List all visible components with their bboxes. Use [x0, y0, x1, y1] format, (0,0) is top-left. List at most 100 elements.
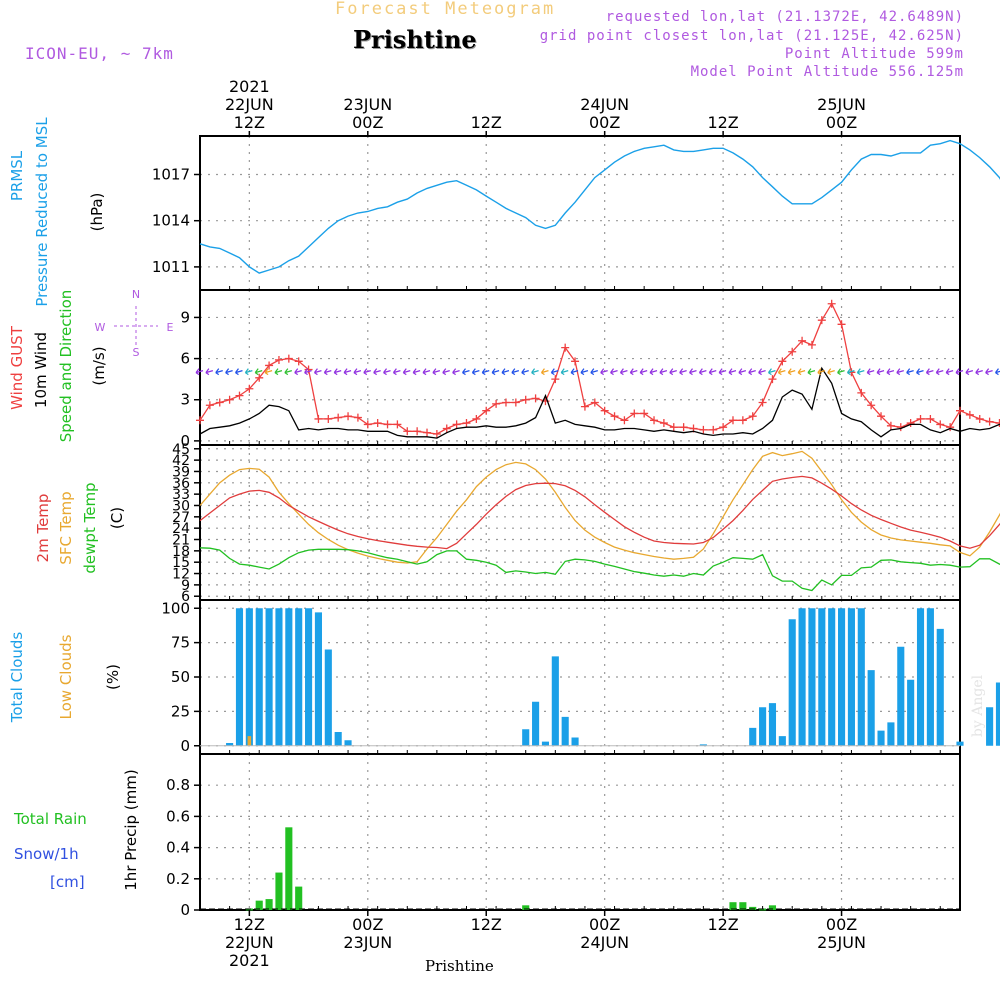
- rain-bar: [255, 900, 263, 910]
- wind-direction-arrow: [313, 368, 322, 376]
- total-cloud-bar: [305, 608, 313, 746]
- total-cloud-bar: [887, 722, 895, 746]
- gust-marker: [255, 373, 264, 382]
- gust-marker: [630, 409, 639, 418]
- gust-marker: [413, 427, 422, 436]
- wind-direction-arrow: [402, 368, 411, 376]
- temp2m-line: [199, 475, 1000, 550]
- wind-direction-arrow: [886, 368, 895, 376]
- bottom-time-label: 12Z: [707, 915, 738, 934]
- y-tick-label: 0.4: [166, 839, 190, 857]
- total-cloud-bar: [541, 741, 550, 746]
- gust-marker: [571, 357, 580, 366]
- gust-marker: [344, 412, 353, 421]
- wind-direction-arrow: [531, 368, 539, 376]
- gust-marker: [423, 428, 432, 437]
- gust-marker: [304, 365, 313, 374]
- gust-marker: [403, 427, 412, 436]
- gust-marker: [956, 406, 964, 415]
- gust-marker: [501, 398, 510, 407]
- wind-direction-arrow: [333, 368, 342, 376]
- total-cloud-bar: [986, 707, 994, 746]
- model-label: ICON-EU, ~ 7km: [25, 44, 174, 63]
- total-cloud-bar: [532, 701, 540, 746]
- wind-direction-arrow: [787, 368, 796, 376]
- wind-direction-arrow: [995, 368, 1000, 376]
- rain-bar: [285, 827, 293, 910]
- bottom-time-label: 24JUN: [580, 933, 629, 952]
- wind-direction-arrow: [797, 368, 806, 376]
- snow-unit-text: [cm]: [50, 873, 85, 891]
- total-cloud-bar: [897, 646, 905, 746]
- y-tick-label: 75: [171, 634, 190, 652]
- wind-direction-arrow: [274, 368, 283, 376]
- gust-marker: [975, 414, 984, 423]
- compass-n: N: [132, 288, 140, 301]
- y-tick-label: 25: [171, 702, 190, 720]
- gust-marker: [610, 412, 619, 421]
- gust-marker: [768, 375, 777, 384]
- total-cloud-bar: [275, 608, 283, 746]
- y-tick-label: 100: [161, 599, 190, 617]
- wind-direction-arrow: [501, 368, 510, 376]
- total-cloud-bar: [798, 608, 806, 746]
- compass-s: S: [133, 346, 140, 359]
- total-cloud-bar: [956, 741, 964, 746]
- gust-marker: [699, 425, 708, 434]
- wind-direction-arrow: [590, 368, 598, 376]
- total-cloud-bar: [344, 740, 352, 746]
- gust-marker: [669, 423, 678, 432]
- wind-direction-arrow: [876, 368, 885, 376]
- wind-direction-arrow: [600, 368, 608, 376]
- footer-location: Prishtine: [425, 957, 494, 975]
- gust-marker: [728, 416, 737, 425]
- wind-direction-arrow: [471, 368, 480, 376]
- gust-marker: [590, 398, 599, 407]
- bottom-time-label: 25JUN: [817, 933, 866, 952]
- wind-direction-arrow: [619, 368, 628, 376]
- y-tick-label: 39: [172, 464, 190, 480]
- gust-marker: [916, 414, 925, 423]
- wind-direction-arrow: [708, 368, 717, 376]
- wind-direction-arrow: [649, 368, 658, 376]
- gust-marker: [462, 419, 471, 428]
- gust-marker: [827, 299, 836, 308]
- wind-direction-arrow: [679, 368, 687, 376]
- compass-cross: [114, 306, 158, 346]
- top-time-label: 12Z: [471, 113, 502, 132]
- wind-direction-arrow: [491, 368, 500, 376]
- bottom-time-label: 12Z: [471, 915, 502, 934]
- gust-marker: [196, 416, 204, 425]
- dewpt-line: [199, 547, 1000, 592]
- wind-direction-arrow: [856, 368, 865, 376]
- wind-line: [199, 366, 1000, 439]
- gust-marker: [640, 409, 649, 418]
- wind-direction-arrow: [521, 368, 529, 376]
- total-cloud-bar: [926, 608, 934, 746]
- wind-direction-arrow: [767, 368, 776, 376]
- gust-marker: [561, 343, 570, 352]
- wind-direction-arrow: [639, 368, 648, 376]
- gust-marker: [719, 423, 728, 432]
- gust-marker: [679, 423, 688, 432]
- wind-direction-arrow: [412, 368, 421, 376]
- gust-marker: [432, 430, 441, 439]
- wind-direction-arrow: [570, 368, 579, 376]
- gust-marker: [353, 413, 362, 422]
- total-rain-text: Total Rain: [14, 810, 87, 828]
- wind-direction-arrow: [777, 368, 786, 376]
- gust-marker: [936, 420, 945, 429]
- gust-marker: [650, 416, 659, 425]
- wind-direction-arrow: [827, 368, 835, 376]
- y-tick-label: 0.8: [166, 776, 190, 794]
- y-tick-label: 0.2: [166, 870, 190, 888]
- requested-coords: requested lon,lat (21.1372E, 42.6489N): [605, 9, 964, 25]
- rain-bar: [275, 872, 283, 910]
- wind-direction-arrow: [284, 368, 292, 376]
- gust-marker: [511, 398, 520, 407]
- wind-direction-arrow: [254, 368, 263, 376]
- y-tick-label: 9: [181, 578, 190, 594]
- wind-direction-arrow: [244, 368, 253, 376]
- location-title: Prishtine: [353, 25, 477, 54]
